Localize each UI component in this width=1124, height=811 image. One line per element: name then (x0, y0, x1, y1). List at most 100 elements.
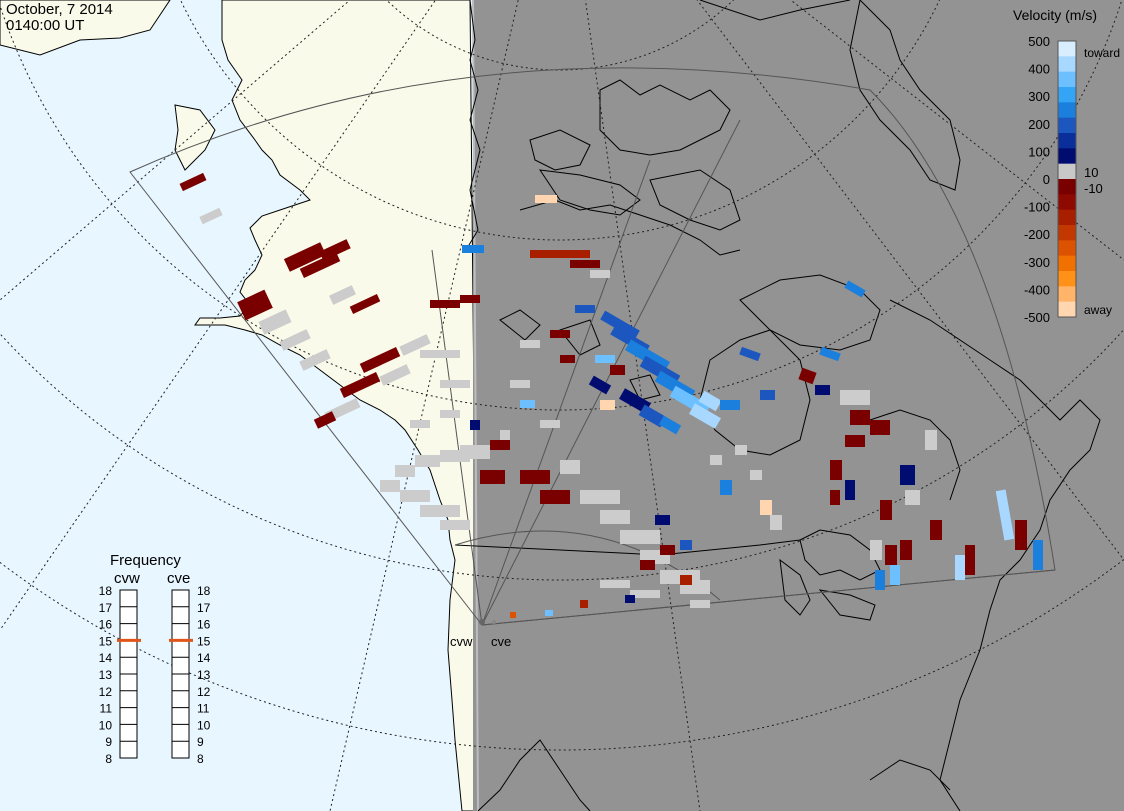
velocity-cell (750, 470, 762, 480)
velocity-cell (480, 470, 505, 484)
frequency-tick-right: 11 (197, 702, 210, 716)
velocity-tick-label: 500 (1028, 34, 1050, 49)
velocity-cell (520, 340, 540, 348)
velocity-legend: Velocity (m/s) 500 400 300 200 100 0 -100 -200 -… (1013, 7, 1120, 325)
velocity-cell (850, 410, 870, 425)
velocity-cell (905, 490, 920, 505)
frequency-tick-left: 10 (99, 718, 113, 732)
night-side (473, 0, 1124, 811)
frequency-tick-right: 13 (197, 668, 211, 682)
velocity-colorbar-segment (1058, 71, 1076, 88)
velocity-cell (760, 390, 775, 400)
frequency-tick-left: 9 (105, 735, 112, 749)
velocity-cell (875, 570, 885, 590)
velocity-cell (965, 545, 975, 575)
velocity-colorbar-segment (1058, 148, 1076, 165)
velocity-cell (560, 460, 580, 474)
velocity-colorbar-segment (1058, 56, 1076, 73)
frequency-tick-right: 9 (197, 735, 204, 749)
velocity-cell (640, 560, 655, 570)
velocity-cell (520, 470, 550, 484)
velocity-cell (655, 515, 670, 525)
velocity-legend-title: Velocity (m/s) (1013, 7, 1097, 23)
velocity-cell (179, 172, 207, 192)
velocity-cell (739, 346, 761, 362)
radar-label-cvw: cvw (450, 634, 473, 649)
velocity-cell (279, 329, 311, 351)
velocity-cell (1015, 520, 1027, 550)
velocity-cell (258, 309, 292, 335)
velocity-cell (588, 375, 612, 395)
frequency-tick-left: 8 (105, 752, 112, 766)
velocity-cell (698, 390, 722, 412)
frequency-tick-left: 18 (99, 584, 113, 598)
velocity-colorbar-segment (1058, 225, 1076, 241)
velocity-cell (395, 465, 415, 477)
velocity-cell (410, 420, 430, 428)
velocity-cell (470, 420, 480, 430)
velocity-tick-label: 200 (1028, 117, 1050, 132)
velocity-cell (885, 545, 897, 565)
velocity-cell (658, 415, 682, 435)
velocity-cell (420, 505, 460, 517)
frequency-tick-left: 16 (99, 618, 113, 632)
velocity-cell (490, 440, 510, 450)
title-time: 0140:00 UT (6, 17, 85, 34)
velocity-cell (845, 435, 865, 447)
velocity-colorbar-segment (1058, 117, 1076, 134)
velocity-colorbar-segment (1058, 133, 1076, 149)
frequency-boxes: 18 18 17 17 16 16 15 15 14 14 13 13 12 12 11 11 10 10 9 9 8 8 (99, 584, 211, 766)
velocity-colorbar-segment (1058, 41, 1076, 57)
velocity-colorbar-segment (1058, 301, 1076, 318)
velocity-cell (595, 355, 615, 363)
land-day (194, 0, 479, 811)
velocity-tick-label: 0 (1043, 172, 1050, 187)
velocity-cell (900, 540, 912, 560)
velocity-tick-label: -400 (1024, 282, 1050, 297)
velocity-cell (420, 350, 460, 358)
velocity-colorbar-segment (1058, 194, 1076, 211)
velocity-cell (339, 372, 381, 398)
velocity-colorbar (1058, 41, 1076, 318)
velocity-cell (530, 250, 590, 258)
velocity-cell (379, 364, 411, 386)
velocity-cell (400, 490, 430, 502)
velocity-cell (680, 540, 692, 550)
title-date: October, 7 2014 (6, 1, 113, 18)
frequency-tick-right: 10 (197, 718, 211, 732)
velocity-tick-label: 400 (1028, 62, 1050, 77)
velocity-cell (830, 490, 840, 505)
frequency-label-cve: cve (167, 570, 190, 587)
velocity-away-label: away (1084, 303, 1112, 317)
velocity-colorbar-frame (1057, 40, 1077, 318)
frequency-tick-right: 14 (197, 651, 211, 665)
frequency-label-cvw: cvw (114, 570, 140, 587)
land-day-chukotka (0, 0, 171, 56)
frequency-title: Frequency (110, 552, 181, 569)
velocity-cell (319, 239, 351, 261)
radar-site-cvw (479, 619, 485, 625)
velocity-cell (580, 600, 588, 608)
velocity-cell (399, 334, 431, 356)
velocity-cell (720, 480, 732, 495)
frequency-tick-right: 8 (197, 752, 204, 766)
velocity-cell (680, 575, 692, 585)
frequency-tick-right: 15 (197, 634, 211, 648)
velocity-cell (570, 260, 600, 268)
velocity-cell (540, 420, 560, 428)
velocity-inner-tick-neg: -10 (1084, 181, 1103, 196)
velocity-cell (600, 400, 615, 410)
velocity-cell (630, 590, 660, 598)
velocity-colorbar-segment (1058, 179, 1076, 195)
velocity-cell (600, 510, 630, 524)
frequency-tick-right: 17 (197, 601, 211, 615)
velocity-cell (1033, 540, 1043, 570)
frequency-tick-left: 15 (99, 634, 113, 648)
velocity-cell (815, 385, 830, 395)
velocity-cell (690, 600, 710, 608)
velocity-cell (844, 280, 866, 298)
velocity-cell (460, 445, 490, 459)
velocity-cell (440, 410, 460, 418)
velocity-cell (880, 500, 892, 520)
velocity-cells (179, 172, 1043, 618)
